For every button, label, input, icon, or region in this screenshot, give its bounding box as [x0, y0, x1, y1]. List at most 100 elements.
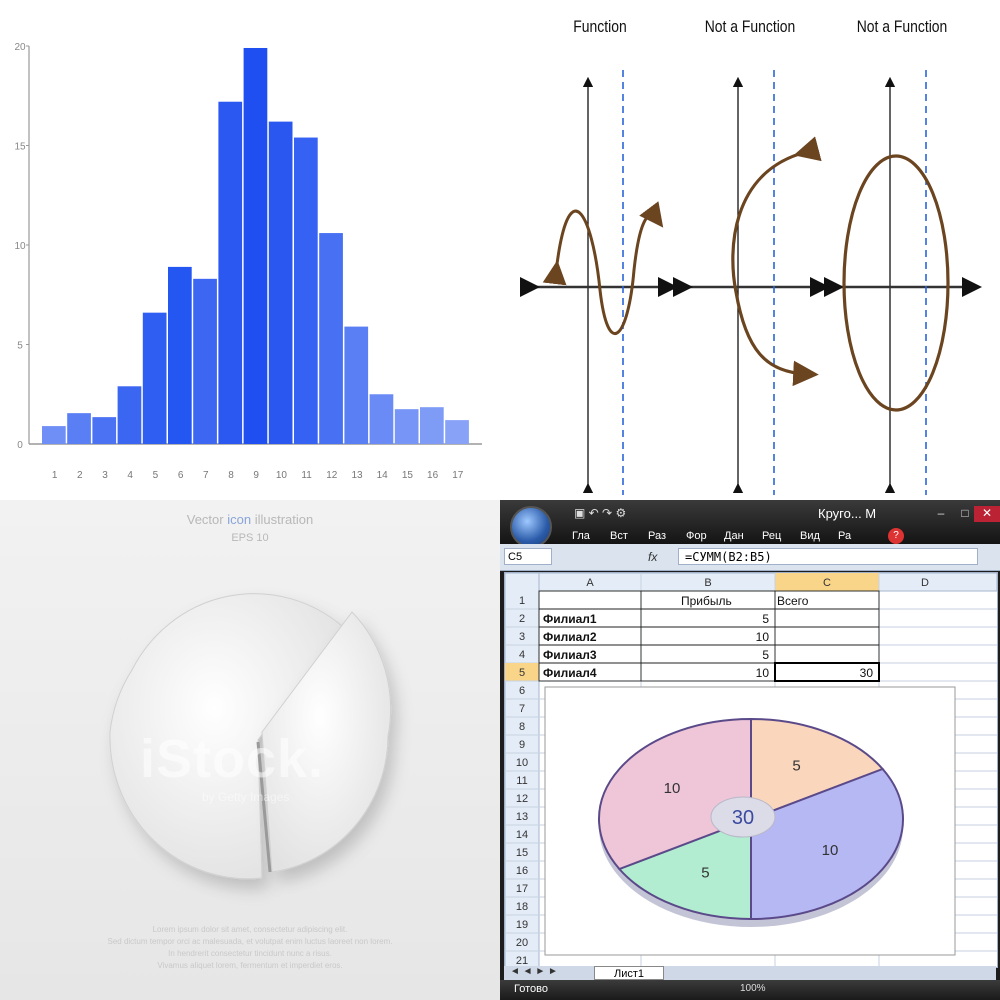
pie-slice-small	[261, 611, 392, 873]
row-header[interactable]: 16	[516, 865, 528, 877]
lorem-line: Lorem ipsum dolor sit amet, consectetur …	[152, 925, 348, 934]
row-header[interactable]: 2	[519, 613, 525, 625]
ribbon-tab-developer[interactable]: Ра	[838, 530, 852, 542]
row-header[interactable]: 6	[519, 685, 525, 697]
eps-label: EPS 10	[231, 532, 269, 544]
cell-a4[interactable]: Филиал3	[543, 648, 597, 662]
function-panel-1: Function	[520, 18, 678, 495]
x-tick-label: 6	[178, 470, 184, 481]
cell-b2[interactable]: 5	[762, 612, 769, 626]
row-header[interactable]: 18	[516, 901, 528, 913]
minimize-icon[interactable]: –	[937, 506, 945, 520]
ribbon-tab-formulas[interactable]: Фор	[686, 530, 707, 542]
row-header[interactable]: 8	[519, 721, 525, 733]
name-box[interactable]: C5	[504, 548, 552, 565]
stock-pie-illustration: Vector icon illustration EPS 10 iStock. …	[0, 500, 500, 1000]
pie-slice[interactable]	[617, 817, 752, 921]
x-tick-label: 5	[153, 470, 159, 481]
ribbon-tab-insert[interactable]: Вст	[610, 530, 628, 542]
help-icon[interactable]: ?	[888, 528, 904, 544]
row-header[interactable]: 19	[516, 919, 528, 931]
column-header-b[interactable]: B	[704, 577, 711, 589]
x-tick-label: 10	[276, 470, 288, 481]
cell-a3[interactable]: Филиал2	[543, 630, 597, 644]
ribbon-tab-data[interactable]: Дан	[724, 530, 744, 542]
row-header[interactable]: 15	[516, 847, 528, 859]
ribbon-tab-view[interactable]: Вид	[800, 530, 820, 542]
quick-access-icons[interactable]: ▣ ↶ ↷ ⚙	[574, 506, 627, 520]
title-word: Vector	[186, 512, 224, 527]
pie-total-label: 30	[732, 807, 754, 829]
histogram-bar	[294, 137, 318, 445]
row-header[interactable]: 4	[519, 649, 525, 661]
pie-slice-label: 10	[664, 780, 681, 797]
histogram-bar	[344, 326, 369, 444]
x-tick-label: 9	[253, 470, 259, 481]
x-tick-label: 12	[326, 470, 338, 481]
row-header[interactable]: 12	[516, 793, 528, 805]
sheet-tab[interactable]: Лист1	[594, 966, 664, 980]
row-header[interactable]: 5	[519, 667, 525, 679]
ribbon-tab-layout[interactable]: Раз	[648, 530, 667, 542]
office-button[interactable]	[510, 506, 552, 548]
ribbon-tab-home[interactable]: Гла	[572, 530, 590, 542]
row-header[interactable]: 3	[519, 631, 525, 643]
formula-bar: C5 fx =СУММ(B2:B5)	[500, 544, 1000, 571]
active-cell-c5[interactable]	[774, 662, 880, 682]
cell-b4[interactable]: 5	[762, 648, 769, 662]
cell-a5[interactable]: Филиал4	[543, 666, 597, 680]
title-keyword: icon	[227, 512, 252, 527]
sheet-nav-icons[interactable]: ◄ ◄ ► ►	[510, 966, 558, 977]
watermark-subtitle: by Getty Images	[202, 790, 290, 804]
fx-icon[interactable]: fx	[648, 550, 658, 564]
sheet-tab-bar: ◄ ◄ ► ► Лист1	[504, 966, 996, 980]
x-tick-label: 17	[452, 470, 464, 481]
selected-column-header	[775, 573, 879, 591]
y-tick-label: 5	[17, 341, 23, 352]
row-header[interactable]: 13	[516, 811, 528, 823]
panel-title-1: Function	[573, 18, 626, 37]
cell-b5[interactable]: 10	[756, 666, 770, 680]
histogram-bar	[67, 413, 91, 444]
histogram-bar	[142, 312, 167, 444]
pie-slice[interactable]	[750, 767, 904, 921]
pie-slice-large	[109, 593, 343, 880]
histogram-bar	[168, 266, 192, 444]
cell-c5[interactable]: 30	[860, 666, 874, 680]
row-header[interactable]: 1	[519, 595, 525, 607]
row-header[interactable]: 20	[516, 937, 528, 949]
maximize-icon[interactable]: □	[961, 506, 969, 520]
row-header[interactable]: 11	[516, 775, 527, 787]
pie-chart[interactable]: 5 10 5 10 30	[598, 717, 904, 927]
column-header-a[interactable]: A	[586, 577, 594, 589]
y-tick-label: 10	[14, 241, 26, 252]
worksheet-grid[interactable]: A B C D 1 2 3 4 5 6 7 8 9 10 11 12 13 14 15 16 17 18 19 20 2…	[504, 572, 998, 968]
ribbon-tab-review[interactable]: Рец	[762, 530, 782, 542]
cell-c1[interactable]: Всего	[777, 594, 809, 608]
formula-input[interactable]: =СУММ(B2:B5)	[678, 548, 978, 565]
row-header[interactable]: 21	[516, 955, 528, 967]
zoom-level[interactable]: 100%	[740, 983, 766, 994]
x-tick-label: 1	[52, 470, 58, 481]
cell-b3[interactable]: 10	[756, 630, 770, 644]
pie-slice[interactable]	[598, 717, 752, 871]
row-header[interactable]: 17	[516, 883, 528, 895]
row-header[interactable]: 14	[516, 829, 528, 841]
pie-slice[interactable]	[750, 717, 885, 821]
column-header-c[interactable]: C	[823, 577, 831, 589]
column-header-d[interactable]: D	[921, 577, 929, 589]
y-tick-label: 20	[14, 42, 26, 53]
row-header[interactable]: 10	[516, 757, 528, 769]
row-header[interactable]: 9	[519, 739, 525, 751]
function-diagrams: Function Not a Function Not a Function	[520, 18, 982, 495]
cell-b1[interactable]: Прибыль	[681, 594, 732, 608]
row-header[interactable]: 7	[519, 703, 525, 715]
close-icon[interactable]: ✕	[974, 506, 1000, 522]
x-tick-label: 8	[228, 470, 234, 481]
panel-title-2: Not a Function	[705, 18, 796, 37]
histogram-bar	[218, 101, 243, 444]
cell-a2[interactable]: Филиал1	[543, 612, 597, 626]
panel-title-3: Not a Function	[857, 18, 948, 37]
title-word: illustration	[254, 512, 314, 527]
